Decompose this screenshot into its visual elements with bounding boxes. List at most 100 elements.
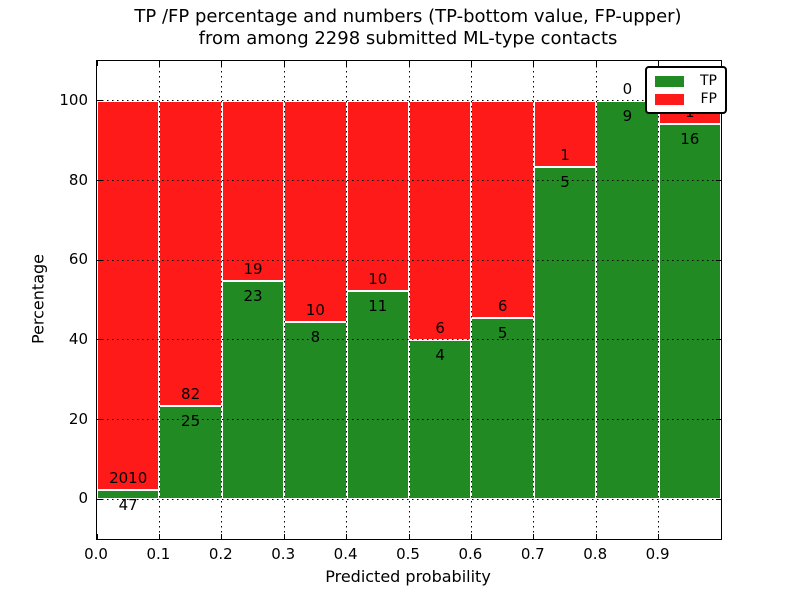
y-tick-mark — [97, 419, 102, 420]
x-axis-label: Predicted probability — [325, 567, 491, 586]
legend: TP FP — [645, 66, 727, 114]
legend-item-fp: FP — [655, 91, 718, 107]
tp-count-label: 5 — [497, 324, 508, 343]
x-tick-label: 0.2 — [208, 545, 233, 563]
x-tick-mark — [283, 534, 285, 539]
legend-label-fp: FP — [700, 91, 718, 107]
x-tick-mark — [96, 61, 98, 66]
x-tick-mark — [595, 61, 597, 66]
fp-bar-segment — [533, 100, 597, 168]
chart-title-line1: TP /FP percentage and numbers (TP-bottom… — [134, 6, 682, 27]
x-tick-label: 0.0 — [84, 545, 108, 563]
x-tick-label: 0.7 — [520, 545, 545, 563]
x-tick-mark — [658, 61, 660, 66]
tp-bar-segment — [159, 406, 222, 500]
x-tick-label: 0.5 — [396, 545, 420, 563]
x-tick-label: 0.9 — [645, 545, 670, 563]
x-tick-mark — [595, 534, 597, 539]
fp-count-label: 82 — [181, 385, 201, 404]
chart-title: TP /FP percentage and numbers (TP-bottom… — [96, 6, 720, 50]
x-tick-mark — [346, 61, 348, 66]
y-tick-label: 80 — [68, 170, 88, 189]
tp-bar-segment — [533, 167, 597, 500]
vertical-gridline — [658, 61, 660, 539]
y-tick-label: 0 — [78, 489, 88, 508]
tp-count-label: 25 — [181, 412, 201, 431]
x-tick-label: 0.3 — [271, 545, 296, 563]
fp-count-label: 10 — [368, 269, 388, 288]
tp-count-label: 16 — [680, 130, 700, 149]
vertical-gridline — [470, 61, 472, 539]
y-tick-mark — [716, 339, 721, 341]
y-tick-label: 100 — [59, 90, 88, 109]
fp-bar-segment — [346, 100, 409, 291]
fp-count-label: 2010 — [109, 469, 148, 488]
vertical-gridline — [221, 61, 223, 539]
x-tick-mark — [408, 534, 410, 539]
vertical-gridline — [346, 61, 348, 539]
vertical-gridline — [595, 61, 597, 539]
x-tick-mark — [221, 534, 223, 539]
tp-legend-swatch-icon — [655, 75, 684, 87]
y-tick-mark — [716, 259, 721, 261]
fp-bar-segment — [159, 100, 222, 407]
x-tick-mark — [283, 61, 285, 66]
x-tick-mark — [346, 534, 348, 539]
fp-count-label: 6 — [435, 318, 445, 337]
x-tick-mark — [96, 534, 98, 539]
vertical-gridline — [283, 61, 285, 539]
x-tick-mark — [533, 534, 535, 539]
tp-count-label: 4 — [435, 345, 445, 364]
x-tick-mark — [158, 61, 160, 66]
x-tick-mark — [221, 61, 223, 66]
fp-legend-swatch-icon — [655, 93, 684, 105]
legend-item-tp: TP — [655, 73, 717, 89]
y-tick-mark — [716, 419, 721, 420]
y-tick-label: 40 — [68, 329, 88, 348]
tp-count-label: 47 — [118, 496, 138, 515]
tp-bar-segment — [346, 290, 409, 500]
tp-count-label: 23 — [243, 287, 263, 306]
fp-count-label: 10 — [305, 301, 325, 320]
tp-count-label: 11 — [368, 296, 388, 315]
x-tick-label: 0.4 — [333, 545, 358, 563]
fp-count-label: 19 — [243, 260, 263, 279]
x-tick-mark — [470, 61, 472, 66]
chart-title-line2: from among 2298 submitted ML-type contac… — [198, 28, 618, 49]
fp-count-label: 0 — [622, 79, 633, 98]
y-tick-mark — [97, 180, 102, 181]
plot-area: TP FP 20104782251923108101164651509116 — [96, 60, 727, 540]
fp-bar-segment — [471, 100, 534, 319]
tp-count-label: 5 — [560, 173, 570, 192]
fp-bar-segment — [284, 100, 347, 323]
tp-bar-segment — [97, 490, 160, 500]
vertical-gridline — [158, 61, 160, 539]
tp-bar-segment — [658, 124, 721, 500]
y-tick-mark — [97, 259, 102, 261]
x-tick-mark — [533, 61, 535, 66]
vertical-gridline — [533, 61, 535, 539]
x-tick-label: 0.8 — [583, 545, 608, 563]
x-tick-label: 0.1 — [146, 545, 171, 563]
y-tick-mark — [716, 498, 721, 500]
fp-bar-segment — [97, 100, 160, 491]
y-tick-label: 60 — [68, 250, 88, 269]
fp-count-label: 1 — [560, 146, 570, 165]
x-tick-mark — [470, 534, 472, 539]
y-tick-mark — [97, 498, 102, 500]
x-tick-mark — [158, 534, 160, 539]
tp-bar-segment — [471, 318, 534, 500]
y-tick-mark — [97, 339, 102, 341]
tp-bar-segment — [221, 281, 285, 500]
tp-count-label: 9 — [622, 106, 633, 125]
fp-bar-segment — [221, 100, 285, 282]
x-tick-mark — [658, 534, 660, 539]
vertical-gridline — [408, 61, 410, 539]
fp-count-label: 6 — [497, 297, 508, 316]
tp-count-label: 8 — [310, 328, 321, 347]
y-tick-mark — [716, 180, 721, 181]
tp-bar-segment — [284, 322, 347, 500]
x-tick-label: 0.6 — [458, 545, 483, 563]
legend-label-tp: TP — [700, 73, 717, 89]
